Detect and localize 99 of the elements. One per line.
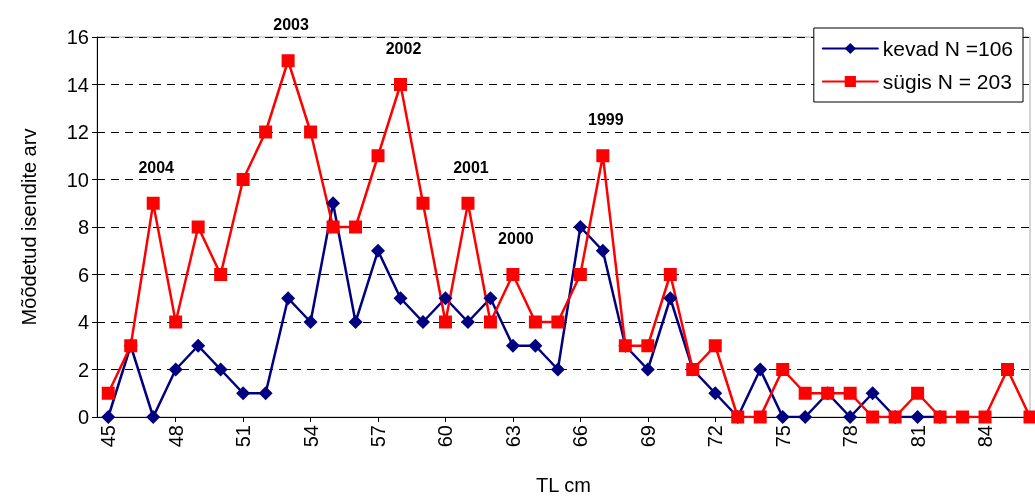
point [505, 338, 520, 353]
point [551, 315, 565, 329]
point [146, 196, 160, 210]
point [911, 386, 925, 400]
y-tick-label: 16 [66, 26, 89, 48]
x-tick-label: 72 [704, 425, 727, 448]
point [461, 196, 475, 210]
point [438, 291, 453, 306]
point [349, 220, 363, 234]
point [214, 268, 228, 281]
x-tick-label: 75 [771, 425, 794, 448]
point [776, 363, 790, 376]
point [528, 338, 543, 353]
point [978, 410, 992, 424]
point [528, 315, 542, 329]
y-tick-label: 10 [66, 168, 89, 191]
point [416, 196, 430, 210]
legend-label: sügis N = 203 [882, 70, 1012, 93]
point [326, 220, 340, 234]
point [259, 125, 273, 139]
x-tick-label: 81 [906, 425, 929, 448]
y-tick-label: 6 [77, 263, 89, 286]
point [146, 410, 161, 424]
legend-label: kevad N =106 [882, 37, 1014, 60]
x-tick-label: 69 [636, 425, 659, 448]
y-tick-label: 2 [77, 358, 89, 381]
point [866, 410, 880, 424]
annotation: 2003 [273, 16, 309, 34]
point [168, 362, 183, 377]
x-tick-label: 60 [434, 425, 457, 448]
point [641, 339, 655, 353]
x-tick-label: 84 [974, 425, 997, 448]
point [1023, 410, 1035, 424]
point [843, 410, 858, 424]
point [394, 78, 408, 91]
point [236, 386, 251, 401]
point [371, 243, 386, 258]
y-tick-label: 8 [77, 216, 89, 238]
point [101, 410, 116, 424]
point [708, 339, 722, 353]
y-tick-label: 4 [77, 311, 89, 333]
y-tick-label: 12 [66, 121, 89, 143]
point [550, 362, 565, 377]
point [438, 315, 452, 329]
x-tick-label: 63 [501, 425, 524, 448]
point [595, 243, 610, 258]
x-tick-label: 45 [97, 425, 120, 448]
x-tick-label: 78 [839, 425, 862, 448]
point [191, 338, 206, 353]
y-axis-title: Mõõdetud isendite arv [18, 128, 40, 326]
point [663, 291, 678, 306]
x-tick-label: 51 [232, 425, 255, 448]
point [483, 291, 498, 306]
point [460, 315, 475, 329]
x-tick-label: 54 [299, 425, 322, 448]
point [191, 220, 205, 234]
annotation: 2004 [138, 158, 175, 176]
point [281, 291, 296, 306]
point [304, 125, 318, 139]
point [326, 196, 341, 211]
point [573, 268, 587, 281]
annotation: 2001 [453, 158, 489, 176]
point [393, 291, 408, 306]
point [281, 54, 295, 68]
point [213, 362, 228, 377]
point [596, 149, 610, 163]
point [798, 410, 813, 424]
point [753, 410, 767, 424]
point [258, 386, 273, 401]
annotation: 1999 [588, 111, 624, 129]
point [169, 315, 183, 329]
y-tick-label: 14 [66, 73, 89, 96]
annotation: 2002 [385, 40, 422, 57]
point [956, 410, 970, 424]
point [303, 315, 318, 329]
point [573, 220, 588, 234]
y-tick-label: 0 [77, 406, 89, 428]
x-tick-label: 48 [164, 425, 187, 448]
point [101, 386, 115, 400]
point [775, 410, 790, 424]
point [865, 386, 880, 401]
point [1001, 363, 1015, 376]
point [236, 173, 250, 186]
point [640, 362, 655, 377]
x-tick-label: 66 [569, 425, 592, 448]
point [371, 149, 385, 163]
point [663, 268, 677, 281]
point [910, 410, 925, 424]
point [483, 315, 497, 329]
point [348, 315, 363, 329]
point [753, 362, 768, 377]
point [843, 386, 857, 400]
x-axis-title: TL cm [536, 474, 591, 496]
annotation: 2000 [498, 230, 534, 247]
point [708, 386, 723, 401]
point [798, 386, 812, 400]
x-tick-label: 57 [367, 425, 390, 448]
point [506, 268, 520, 281]
point [415, 315, 430, 329]
